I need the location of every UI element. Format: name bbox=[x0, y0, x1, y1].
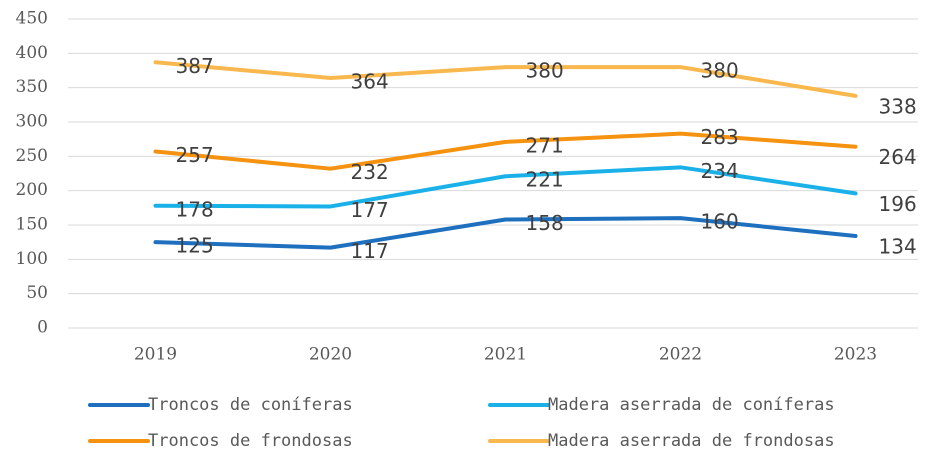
data-label: 271 bbox=[526, 133, 564, 157]
legend-label: Madera aserrada de frondosas bbox=[548, 431, 835, 451]
line-series bbox=[153, 165, 858, 209]
data-label: 232 bbox=[351, 160, 389, 184]
line-series bbox=[153, 131, 858, 171]
data-label: 221 bbox=[526, 168, 564, 192]
line-series bbox=[153, 216, 858, 250]
data-label: 257 bbox=[176, 143, 214, 167]
data-label: 178 bbox=[176, 197, 214, 221]
data-label: 338 bbox=[879, 94, 917, 118]
data-label: 387 bbox=[176, 54, 214, 78]
y-tick-label: 0 bbox=[37, 318, 48, 338]
data-label: 196 bbox=[879, 192, 917, 216]
data-label: 158 bbox=[526, 211, 564, 235]
x-tick-label: 2019 bbox=[134, 345, 177, 365]
y-tick-label: 300 bbox=[16, 112, 48, 132]
y-tick-label: 350 bbox=[16, 77, 48, 97]
y-tick-label: 100 bbox=[16, 249, 48, 269]
x-tick-label: 2022 bbox=[659, 345, 702, 365]
x-tick-label: 2021 bbox=[484, 345, 527, 365]
data-label: 117 bbox=[351, 239, 389, 263]
y-tick-label: 150 bbox=[16, 215, 48, 235]
data-label: 177 bbox=[351, 198, 389, 222]
data-label: 380 bbox=[701, 59, 739, 83]
data-label: 160 bbox=[701, 210, 739, 234]
y-tick-label: 200 bbox=[16, 180, 48, 200]
x-tick-label: 2020 bbox=[309, 345, 352, 365]
x-tick-label: 2023 bbox=[834, 345, 877, 365]
y-tick-label: 250 bbox=[16, 146, 48, 166]
data-label: 234 bbox=[701, 159, 739, 183]
y-tick-label: 50 bbox=[26, 283, 48, 303]
data-label: 134 bbox=[879, 234, 917, 258]
data-label: 283 bbox=[701, 125, 739, 149]
data-label: 364 bbox=[351, 70, 389, 94]
y-tick-label: 400 bbox=[16, 43, 48, 63]
legend-label: Madera aserrada de coníferas bbox=[548, 395, 835, 415]
line-series bbox=[153, 60, 858, 98]
legend-label: Troncos de coníferas bbox=[148, 395, 353, 415]
data-label: 264 bbox=[879, 145, 917, 169]
data-label: 380 bbox=[526, 59, 564, 83]
y-tick-label: 450 bbox=[16, 9, 48, 29]
data-label: 125 bbox=[176, 234, 214, 258]
legend-label: Troncos de frondosas bbox=[148, 431, 353, 451]
